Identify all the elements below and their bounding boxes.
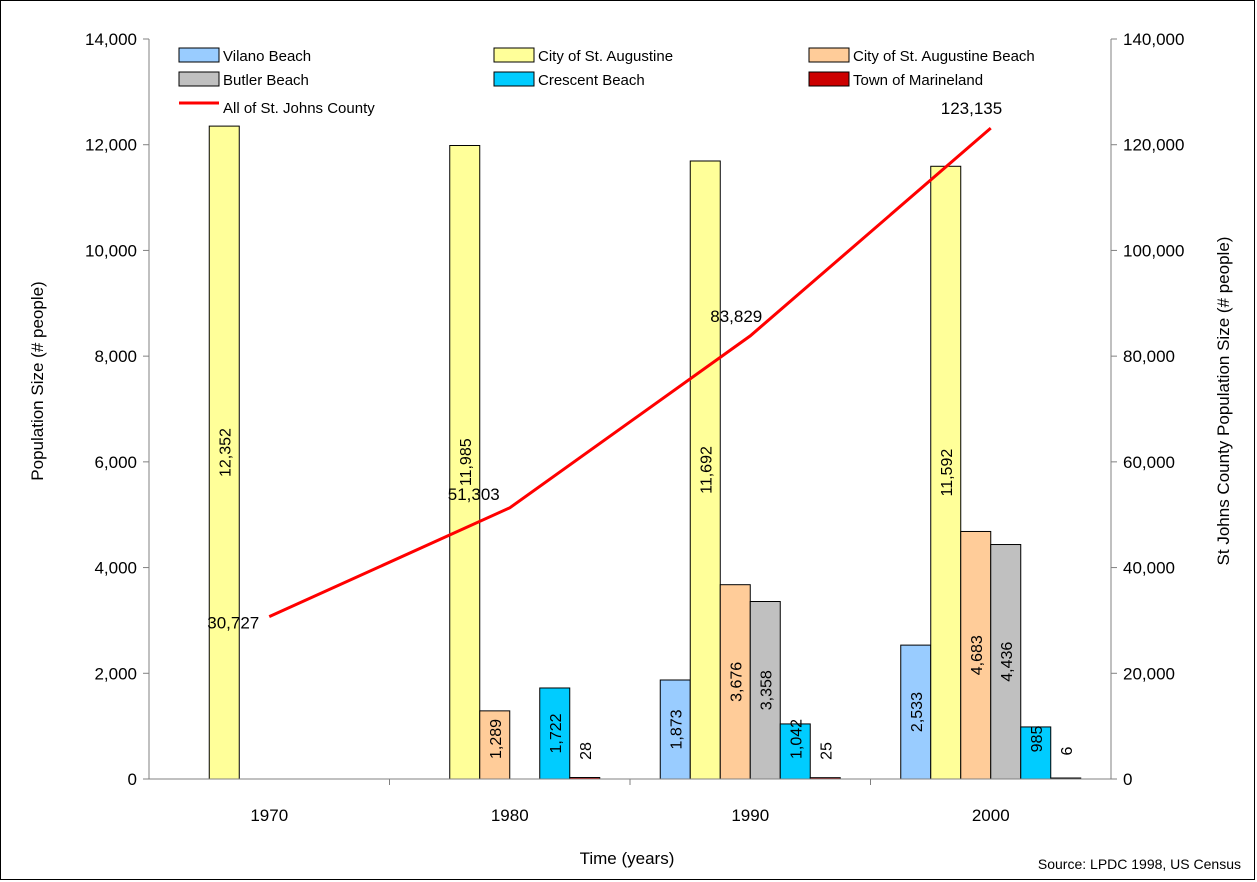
bar-data-label: 985 xyxy=(1029,726,1046,753)
legend: Vilano Beach City of St. Augustine City of… xyxy=(178,47,1035,117)
y-axis-title-left: Population Size (# people) xyxy=(28,281,47,480)
bar-data-label: 1,289 xyxy=(488,719,505,759)
bar-city-of-st-augustine-beach-1990 xyxy=(719,584,751,780)
bar-data-label: 4,683 xyxy=(969,635,986,675)
y-tick-label-right: 40,000 xyxy=(1123,559,1175,578)
y-tick-label-left: 8,000 xyxy=(94,347,137,366)
legend-label: Vilano Beach xyxy=(223,48,311,65)
legend-swatch xyxy=(493,71,535,87)
y-tick-label-left: 10,000 xyxy=(85,241,137,260)
y-tick-label-left: 6,000 xyxy=(94,453,137,472)
y-tick-label-left: 14,000 xyxy=(85,30,137,49)
x-tick-label: 2000 xyxy=(972,806,1010,825)
bar-data-label: 28 xyxy=(578,742,595,760)
bar-data-label: 1,873 xyxy=(668,709,685,749)
axes: 0 2,000 4,000 6,000 8,000 10,000 12,000 14,000 0… xyxy=(85,30,1184,825)
bar-data-label: 11,692 xyxy=(698,446,715,494)
bar-city-of-st-augustine-1970 xyxy=(208,125,240,780)
bar-crescent-beach-1990 xyxy=(779,723,811,780)
bar-data-label: 12,352 xyxy=(217,428,234,477)
bar-data-label: 1,042 xyxy=(788,719,805,759)
legend-label: City of St. Augustine Beach xyxy=(853,48,1035,65)
y-tick-label-left: 2,000 xyxy=(94,664,137,683)
y-tick-label-right: 20,000 xyxy=(1123,664,1175,683)
county-line-label: 51,303 xyxy=(448,485,500,504)
y-tick-label-left: 0 xyxy=(128,770,137,789)
legend-swatch xyxy=(808,71,850,87)
bar-labels: 1,873 2,533 12,352 11,985 11,692 11,592 1,289 3… xyxy=(217,428,1076,760)
bars xyxy=(208,125,1082,780)
bar-vilano-beach-1990 xyxy=(659,679,691,780)
county-line-layer: 30,727 51,303 83,829 123,135 xyxy=(207,99,1002,632)
bar-data-label: 3,676 xyxy=(728,662,745,702)
y-tick-label-right: 120,000 xyxy=(1123,136,1184,155)
legend-swatch xyxy=(178,71,220,87)
x-axis-title: Time (years) xyxy=(580,849,675,868)
y-tick-label-right: 100,000 xyxy=(1123,241,1184,260)
bar-data-label: 6 xyxy=(1059,746,1076,755)
county-line-label: 30,727 xyxy=(207,614,259,633)
x-tick-label: 1970 xyxy=(250,806,288,825)
legend-swatch xyxy=(808,47,850,63)
county-line-label: 83,829 xyxy=(710,307,762,326)
bar-data-label: 11,985 xyxy=(458,438,475,486)
bar-vilano-beach-2000 xyxy=(900,644,932,780)
county-line-label: 123,135 xyxy=(941,99,1002,118)
bar-data-label: 11,592 xyxy=(939,449,956,497)
bar-crescent-beach-1980 xyxy=(539,687,571,780)
bar-crescent-beach-2000 xyxy=(1020,726,1052,780)
legend-label: Butler Beach xyxy=(223,72,309,89)
legend-swatch xyxy=(178,47,220,63)
y-tick-label-right: 80,000 xyxy=(1123,347,1175,366)
legend-swatch xyxy=(493,47,535,63)
bar-butler-beach-1990 xyxy=(749,601,781,780)
source-note: Source: LPDC 1998, US Census xyxy=(1038,856,1241,872)
county-population-line xyxy=(268,127,992,618)
bar-data-label: 3,358 xyxy=(758,670,775,710)
legend-label: Town of Marineland xyxy=(853,72,983,89)
legend-label: Crescent Beach xyxy=(538,72,645,89)
bar-city-of-st-augustine-beach-1980 xyxy=(479,710,511,780)
legend-label: All of St. Johns County xyxy=(223,100,375,117)
y-tick-label-right: 60,000 xyxy=(1123,453,1175,472)
bar-data-label: 4,436 xyxy=(999,642,1016,682)
x-tick-label: 1980 xyxy=(491,806,529,825)
bar-data-label: 25 xyxy=(818,742,835,760)
bar-city-of-st-augustine-beach-2000 xyxy=(960,530,992,780)
bar-data-label: 1,722 xyxy=(548,713,565,753)
legend-label: City of St. Augustine xyxy=(538,48,673,65)
bar-data-label: 2,533 xyxy=(909,692,926,732)
y-tick-label-right: 0 xyxy=(1123,770,1132,789)
y-tick-label-right: 140,000 xyxy=(1123,30,1184,49)
y-tick-label-left: 4,000 xyxy=(94,559,137,578)
y-tick-label-left: 12,000 xyxy=(85,136,137,155)
y-axis-title-right: St Johns County Population Size (# peopl… xyxy=(1214,237,1233,566)
x-tick-label: 1990 xyxy=(731,806,769,825)
